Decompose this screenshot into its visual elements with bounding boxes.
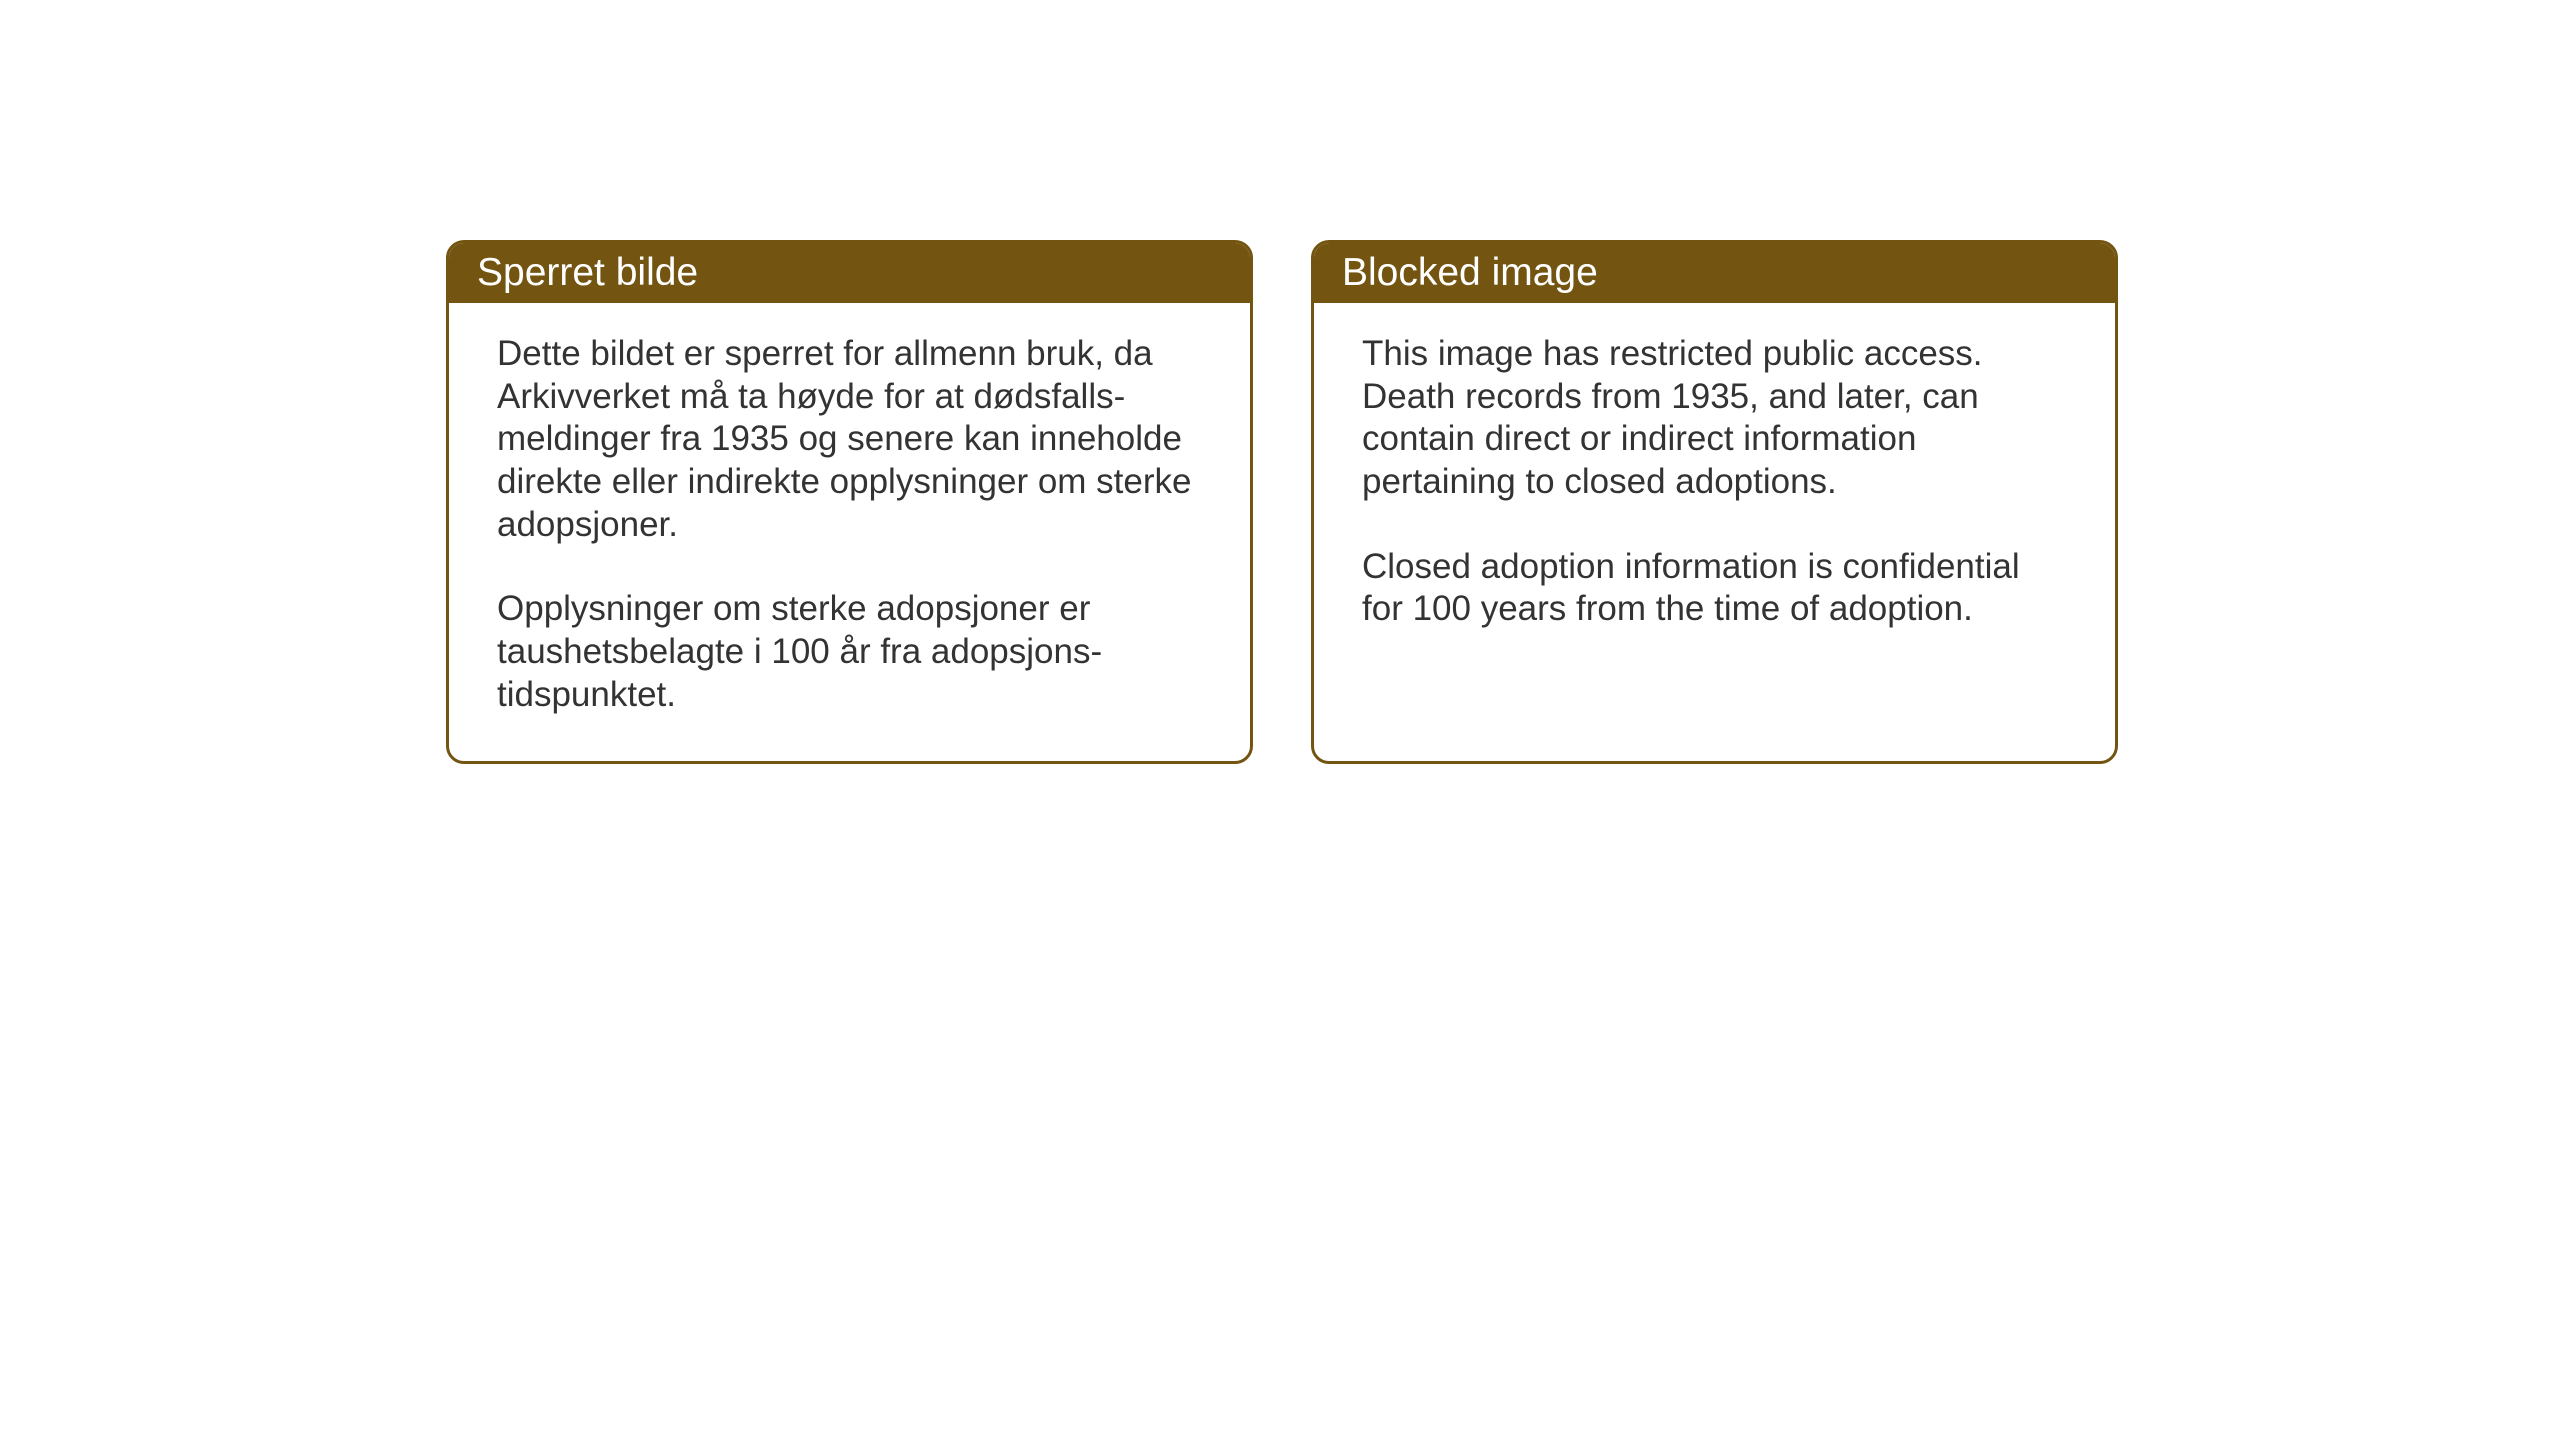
norwegian-notice-card: Sperret bilde Dette bildet er sperret fo… bbox=[446, 240, 1253, 764]
norwegian-card-body: Dette bildet er sperret for allmenn bruk… bbox=[449, 303, 1250, 761]
norwegian-card-title: Sperret bilde bbox=[449, 243, 1250, 303]
norwegian-paragraph-1: Dette bildet er sperret for allmenn bruk… bbox=[497, 333, 1202, 546]
notice-container: Sperret bilde Dette bildet er sperret fo… bbox=[446, 240, 2118, 764]
english-notice-card: Blocked image This image has restricted … bbox=[1311, 240, 2118, 764]
english-paragraph-1: This image has restricted public access.… bbox=[1362, 333, 2067, 504]
english-paragraph-2: Closed adoption information is confident… bbox=[1362, 546, 2067, 631]
norwegian-paragraph-2: Opplysninger om sterke adopsjoner er tau… bbox=[497, 588, 1202, 716]
english-card-title: Blocked image bbox=[1314, 243, 2115, 303]
english-card-body: This image has restricted public access.… bbox=[1314, 303, 2115, 675]
